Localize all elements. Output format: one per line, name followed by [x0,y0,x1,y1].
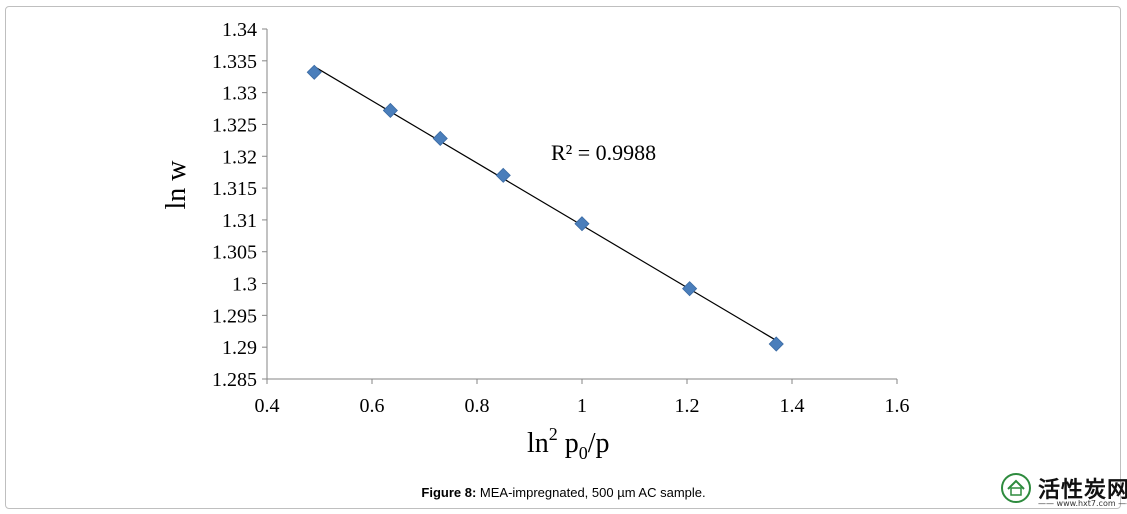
x-tick-label: 1.6 [885,395,910,417]
data-point-marker [306,64,322,80]
figure-frame [5,6,1121,509]
data-point-marker [768,336,784,352]
y-tick-label: 1.325 [212,114,257,136]
y-tick-label: 1.31 [222,210,257,232]
y-tick-label: 1.33 [222,83,257,105]
tick-labels: 1.341.3351.331.3251.321.3151.311.3051.31… [212,19,910,417]
x-tick-label: 1.4 [780,395,805,417]
house-icon [1001,473,1031,503]
caption-label: Figure 8: [421,485,477,500]
x-tick-label: 0.8 [465,395,490,417]
y-tick-label: 1.34 [222,19,257,41]
x-title-p: p [558,428,579,459]
x-title-sup: 2 [549,424,558,444]
watermark-url: —— www.hxt7.com —— [1038,499,1127,508]
data-point-marker [574,216,590,232]
y-tick-label: 1.285 [212,369,257,391]
y-tick-label: 1.335 [212,51,257,73]
x-tick-label: 0.4 [255,395,280,417]
data-point-marker [432,130,448,147]
x-tick-label: 0.6 [360,395,385,417]
data-points [306,64,784,352]
y-tick-label: 1.3 [232,274,257,296]
x-title-ln: ln [527,428,549,459]
y-tick-label: 1.29 [222,337,257,359]
data-point-marker [682,281,698,297]
data-point-marker [495,167,511,183]
y-tick-label: 1.315 [212,178,257,200]
x-tick-label: 1 [577,395,587,417]
x-tick-label: 1.2 [675,395,700,417]
r-squared-annotation: R² = 0.9988 [551,140,656,165]
x-axis-title: ln2 p0/p [527,424,610,463]
watermark-text: 活性炭网 [1038,478,1127,503]
trendline [313,66,777,341]
watermark-logo: 活性炭网 —— www.hxt7.com —— [1000,470,1127,510]
y-tick-label: 1.32 [222,146,257,168]
caption-text: MEA-impregnated, 500 µm AC sample. [476,485,706,500]
chart-axes [262,28,898,384]
figure-caption: Figure 8: MEA-impregnated, 500 µm AC sam… [0,485,1127,500]
y-tick-label: 1.305 [212,242,257,264]
data-point-marker [382,102,398,119]
x-title-sub: 0 [579,443,588,463]
x-title-tail: /p [588,428,610,459]
y-axis-title: ln w [161,160,192,210]
y-tick-label: 1.295 [212,305,257,327]
